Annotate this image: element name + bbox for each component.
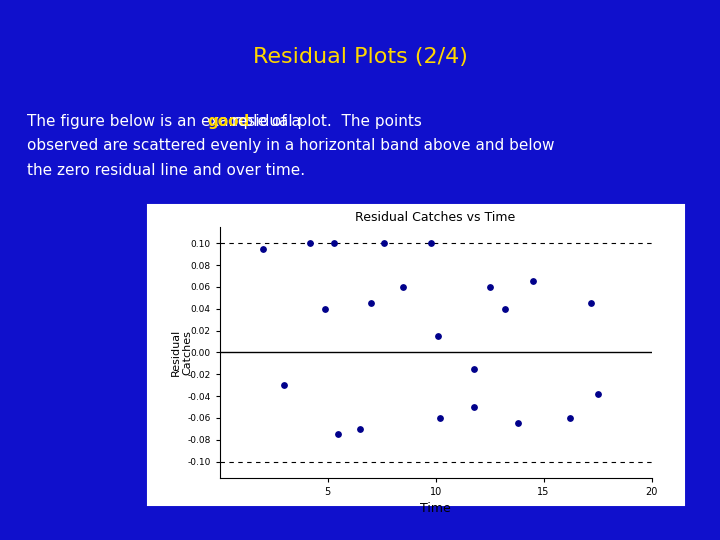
Text: good: good <box>207 114 250 129</box>
Point <box>328 239 340 247</box>
Point <box>469 364 480 373</box>
Point <box>320 305 331 313</box>
Y-axis label: Residual
Catches: Residual Catches <box>171 329 192 376</box>
Point <box>564 414 575 422</box>
Text: the zero residual line and over time.: the zero residual line and over time. <box>27 163 305 178</box>
Text: residual plot.  The points: residual plot. The points <box>228 114 422 129</box>
Point <box>365 299 377 308</box>
Point <box>469 403 480 411</box>
Point <box>378 239 390 247</box>
Title: Residual Catches vs Time: Residual Catches vs Time <box>356 211 516 224</box>
Point <box>592 389 603 398</box>
Point <box>484 282 495 291</box>
Point <box>432 332 444 340</box>
Point <box>499 305 510 313</box>
Text: Residual Plots (2/4): Residual Plots (2/4) <box>253 46 467 67</box>
X-axis label: Time: Time <box>420 503 451 516</box>
Point <box>426 239 437 247</box>
Point <box>305 239 316 247</box>
Point <box>397 282 409 291</box>
Point <box>354 424 366 433</box>
Point <box>434 414 446 422</box>
Text: observed are scattered evenly in a horizontal band above and below: observed are scattered evenly in a horiz… <box>27 138 555 153</box>
Point <box>257 244 269 253</box>
Point <box>585 299 597 308</box>
Point <box>527 277 539 286</box>
Text: The figure below is an example of a: The figure below is an example of a <box>27 114 306 129</box>
Point <box>279 381 290 389</box>
Point <box>333 430 344 438</box>
FancyBboxPatch shape <box>148 205 684 505</box>
Point <box>512 419 523 428</box>
